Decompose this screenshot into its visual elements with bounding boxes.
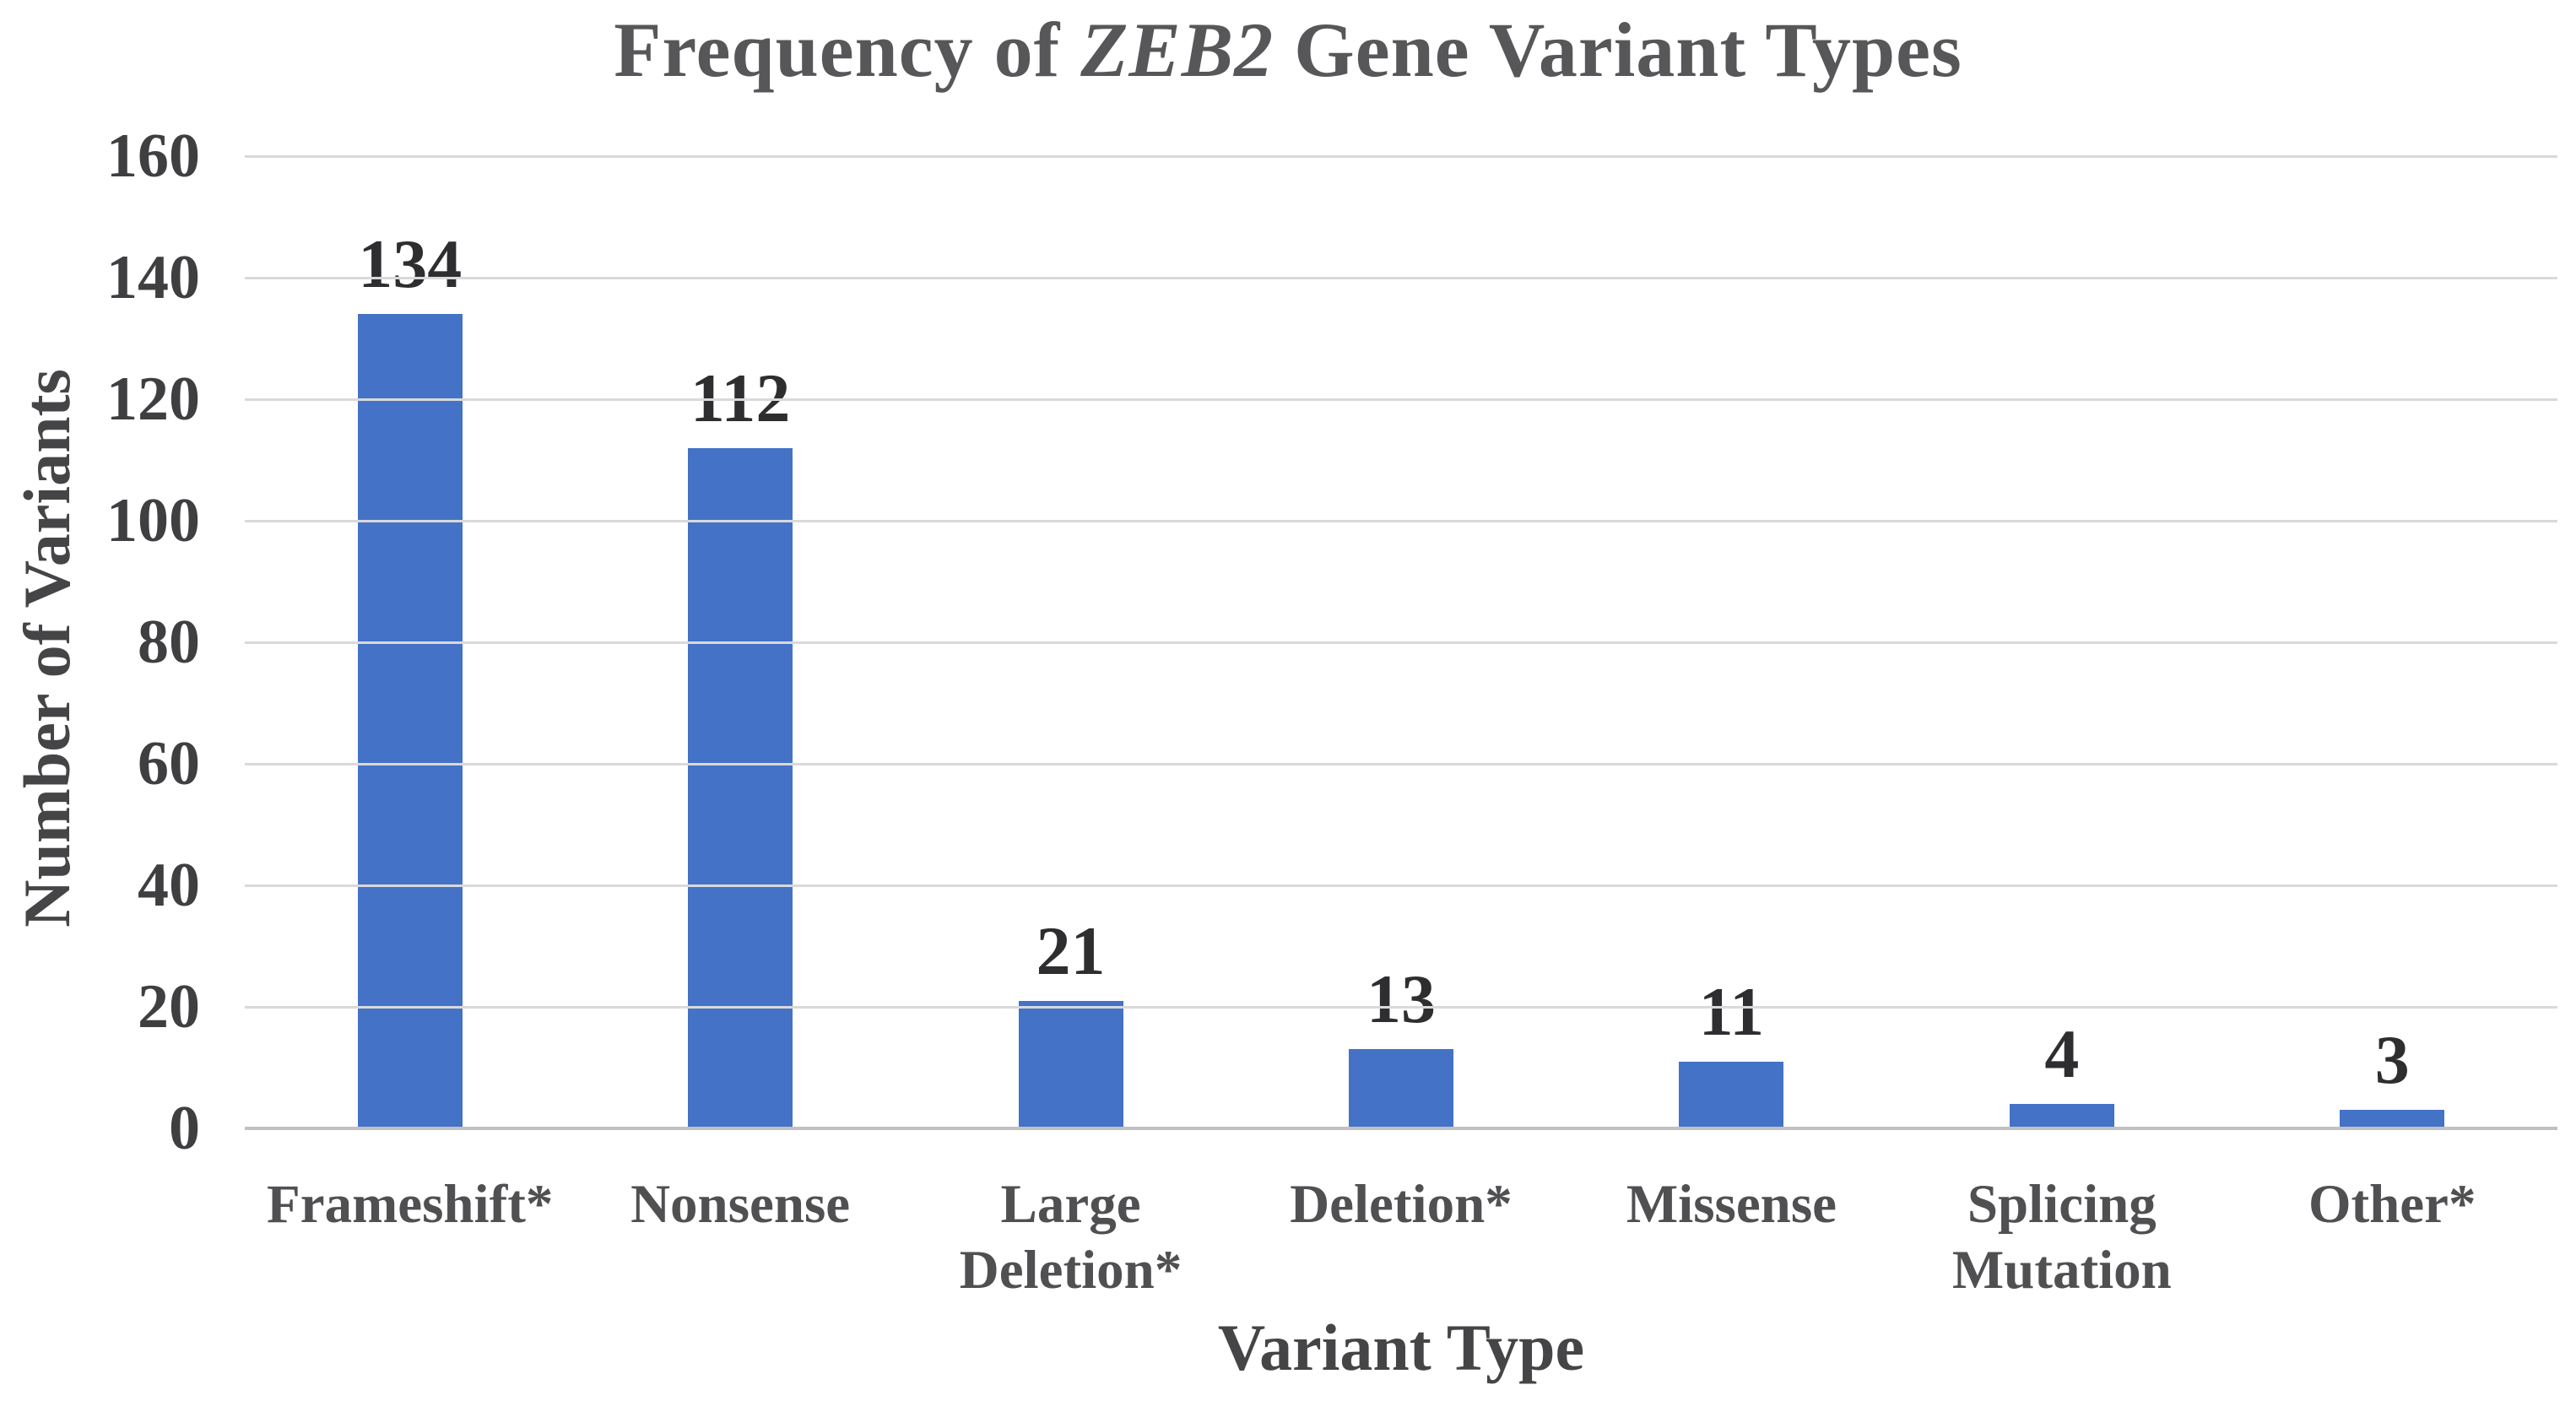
- x-category-label: Nonsense: [575, 1171, 905, 1303]
- y-gridline: [245, 884, 2557, 887]
- y-tick-label: 0: [169, 1094, 200, 1163]
- bar-large-deletion: [1018, 1000, 1123, 1128]
- x-category-label-line: Deletion*: [1290, 1174, 1513, 1235]
- bar-slot: 3: [2227, 156, 2557, 1128]
- bar-other: [2340, 1110, 2445, 1128]
- x-category-label: Splicing Mutation: [1897, 1171, 2227, 1303]
- x-category-label-line: Splicing: [1967, 1174, 2157, 1235]
- bar-frameshift: [357, 314, 463, 1128]
- x-axis-title: Variant Type: [1217, 1311, 1585, 1384]
- y-tick-label: 20: [138, 972, 200, 1041]
- bar-splicing-mutation: [2009, 1104, 2114, 1128]
- y-tick-label: 40: [138, 851, 200, 920]
- y-tick-label: 140: [106, 243, 200, 312]
- y-gridline: [245, 398, 2557, 401]
- bar-missense: [1679, 1061, 1784, 1128]
- x-axis-line: [245, 1127, 2557, 1130]
- bar-slot: 11: [1567, 156, 1897, 1128]
- x-category-label: Other*: [2227, 1171, 2557, 1303]
- chart-title-text: Frequency of: [614, 7, 1081, 93]
- y-gridline: [245, 519, 2557, 522]
- bar-value-label: 21: [1036, 911, 1106, 989]
- x-category-label: Frameshift*: [245, 1171, 575, 1303]
- bar-value-label: 13: [1366, 960, 1436, 1038]
- y-gridline: [245, 276, 2557, 279]
- x-category-labels: Frameshift* Nonsense Large Deletion* Deletio…: [245, 1171, 2557, 1303]
- bar-value-label: 3: [2374, 1021, 2410, 1099]
- x-category-label-line: Large: [1000, 1174, 1141, 1235]
- y-tick-label: 100: [106, 486, 200, 555]
- bar-slot: 21: [906, 156, 1236, 1128]
- x-category-label-line: Other*: [2308, 1174, 2476, 1235]
- chart-title: Frequency of ZEB2 Gene Variant Types: [0, 5, 2576, 95]
- y-tick-label: 80: [138, 608, 200, 677]
- bar-slot: 134: [245, 156, 575, 1128]
- x-category-label-line: Missense: [1626, 1174, 1837, 1235]
- bar-nonsense: [688, 447, 793, 1128]
- chart-title-text: Gene Variant Types: [1274, 7, 1962, 93]
- x-category-label: Large Deletion*: [906, 1171, 1236, 1303]
- y-gridline: [245, 1005, 2557, 1009]
- y-tick-label: 160: [106, 122, 200, 191]
- bar-value-label: 112: [690, 359, 791, 436]
- bar-slot: 4: [1897, 156, 2227, 1128]
- x-category-label: Deletion*: [1236, 1171, 1566, 1303]
- bar-value-label: 11: [1698, 972, 1765, 1050]
- y-gridline: [245, 154, 2557, 158]
- y-gridline: [245, 641, 2557, 644]
- chart-title-gene-name: ZEB2: [1080, 7, 1274, 93]
- x-category-label: Missense: [1567, 1171, 1897, 1303]
- y-gridline: [245, 762, 2557, 765]
- bar-value-label: 4: [2044, 1015, 2080, 1093]
- bar-slot: 13: [1236, 156, 1566, 1128]
- y-tick-label: 120: [106, 365, 200, 434]
- x-category-label-line: Frameshift*: [267, 1174, 554, 1235]
- y-tick-label: 60: [138, 729, 200, 798]
- bar-deletion: [1348, 1049, 1453, 1128]
- x-category-label-line: Deletion*: [959, 1240, 1182, 1301]
- bar-value-label: 134: [358, 225, 463, 303]
- plot-area: 134 112 21 13 11 4 3: [245, 154, 2557, 1130]
- x-category-label-line: Nonsense: [630, 1174, 851, 1235]
- bar-slot: 112: [575, 156, 905, 1128]
- bars-row: 134 112 21 13 11 4 3: [245, 156, 2557, 1128]
- x-category-label-line: Mutation: [1951, 1240, 2172, 1301]
